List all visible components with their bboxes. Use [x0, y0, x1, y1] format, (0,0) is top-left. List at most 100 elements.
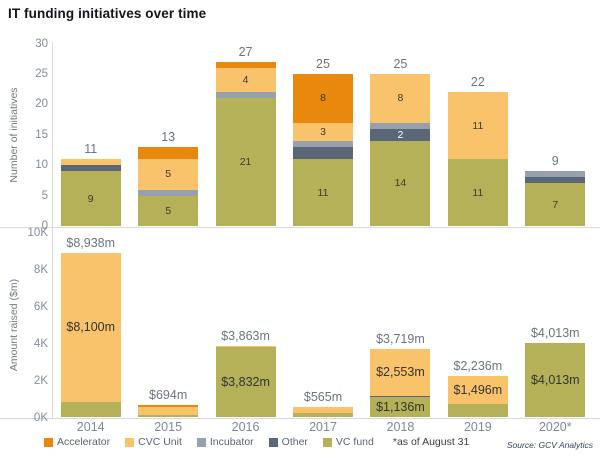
bar-segment-cvc	[60, 159, 121, 166]
bar-segment-cvc	[215, 346, 276, 347]
legend-swatch-vc	[322, 437, 332, 447]
y-tick-label: 10	[35, 159, 48, 172]
bar-segment-vc	[138, 414, 199, 418]
legend-label: Accelerator	[57, 436, 111, 448]
bar-total-label: 25	[393, 57, 408, 71]
bar-segment-incubator	[138, 189, 199, 196]
x-tick-label: 2019	[463, 420, 492, 434]
bar-value-label: $2,553m	[376, 365, 425, 380]
bar-value-label: 2	[397, 128, 404, 141]
bar-segment-other	[525, 177, 586, 184]
bar-value-label: $4,013m	[530, 373, 580, 388]
y-tick-label: 4K	[33, 337, 48, 350]
legend-item-vc: VC fund	[322, 436, 374, 448]
y-tick-label: 15	[35, 128, 48, 141]
bar-value-label: 3	[320, 125, 326, 138]
bar-segment-vc	[293, 159, 353, 226]
legend: Accelerator CVC Unit Incubator Other VC fund…	[44, 436, 469, 448]
bar-total-label: 11	[84, 142, 98, 157]
bar-segment-other	[293, 146, 353, 160]
bar-value-label: 11	[472, 186, 484, 199]
bar-segment-vc	[138, 195, 199, 226]
bar-segment-accelerator	[215, 61, 276, 68]
bar-value-label: $3,832m	[221, 375, 270, 390]
legend-label: CVC Unit	[138, 436, 182, 448]
bar-segment-other	[60, 165, 121, 172]
bar-value-label: 11	[317, 186, 329, 199]
y-axis-line	[52, 42, 53, 418]
y-tick-label: 6K	[33, 300, 48, 313]
asterisk-note: *as of August 31	[392, 436, 470, 448]
bar-total-label: $3,719m	[376, 331, 425, 346]
legend-label: VC fund	[335, 436, 374, 448]
bar-total-label: 27	[238, 44, 253, 59]
x-axis-line	[0, 418, 600, 419]
x-tick-label: 2016	[231, 420, 260, 434]
legend-item-cvc: CVC Unit	[125, 436, 182, 448]
bar-value-label: 8	[320, 92, 326, 105]
legend-swatch-other	[268, 437, 278, 447]
bar-value-label: $1,136m	[376, 400, 425, 415]
legend-label: Incubator	[209, 436, 254, 448]
bar-segment-cvc	[447, 376, 508, 404]
bar-total-label: $8,938m	[66, 235, 116, 250]
bar-segment-incubator	[370, 122, 431, 129]
legend-swatch-incubator	[196, 437, 206, 447]
bar-total-label: 25	[316, 57, 330, 71]
bar-value-label: 4	[242, 74, 249, 87]
bar-value-label: 5	[165, 204, 172, 217]
bar-value-label: 21	[239, 156, 252, 169]
bar-segment-accelerator	[138, 146, 199, 160]
bar-value-label: 5	[165, 168, 172, 181]
bar-segment-vc	[370, 140, 431, 226]
bar-segment-vc	[525, 343, 586, 418]
bar-value-label: 9	[87, 192, 94, 205]
bar-total-label: 13	[161, 129, 176, 144]
bar-segment-incubator	[293, 140, 353, 147]
bottom-y-axis-title: Amount raised ($m)	[8, 278, 20, 372]
bar-segment-vc	[447, 159, 508, 226]
y-tick-label: 5	[41, 189, 48, 202]
legend-swatch-accelerator	[44, 437, 53, 447]
bar-total-label: 22	[470, 75, 485, 90]
y-tick-label: 30	[35, 37, 48, 50]
x-tick-label: 2020*	[538, 420, 572, 434]
legend-label: Other	[281, 436, 308, 448]
bar-segment-vc	[215, 346, 276, 418]
bar-segment-incubator	[215, 92, 276, 99]
bar-segment-other	[370, 128, 431, 141]
bar-segment-vc	[370, 396, 431, 418]
bar-segment-cvc	[215, 67, 276, 93]
y-tick-label: 8K	[33, 263, 48, 276]
y-tick-label: 20	[35, 98, 48, 111]
bar-segment-cvc	[370, 74, 431, 123]
bar-segment-cvc	[138, 159, 199, 190]
bar-total-label: $694m	[149, 387, 188, 402]
bar-total-label: $3,863m	[221, 329, 270, 344]
bar-value-label: $8,100m	[66, 320, 116, 335]
bar-value-label: 14	[394, 177, 407, 190]
bar-segment-vc	[447, 403, 508, 418]
page-title: IT funding initiatives over time	[8, 6, 207, 21]
legend-item-incubator: Incubator	[196, 436, 254, 448]
bar-segment-vc	[60, 402, 121, 418]
bar-segment-cvc	[293, 122, 353, 141]
bar-segment-vc	[60, 171, 121, 226]
bar-segment-cvc	[370, 348, 431, 396]
y-tick-label: 0	[41, 220, 48, 232]
bar-segment-accelerator	[293, 74, 353, 123]
bar-segment-cvc	[138, 406, 199, 415]
bar-segment-vc	[215, 98, 276, 226]
bar-segment-other	[370, 395, 431, 397]
x-tick-label: 2015	[154, 420, 183, 434]
bar-value-label: 8	[397, 92, 404, 105]
bar-segment-cvc	[60, 252, 121, 403]
bar-total-label: 9	[551, 154, 559, 169]
legend-swatch-cvc	[125, 437, 135, 447]
bar-segment-vc	[293, 412, 353, 418]
bar-value-label: 7	[552, 198, 559, 211]
legend-item-accelerator: Accelerator	[44, 436, 110, 448]
bar-total-label: $2,236m	[453, 359, 503, 374]
legend-item-other: Other	[268, 436, 308, 448]
